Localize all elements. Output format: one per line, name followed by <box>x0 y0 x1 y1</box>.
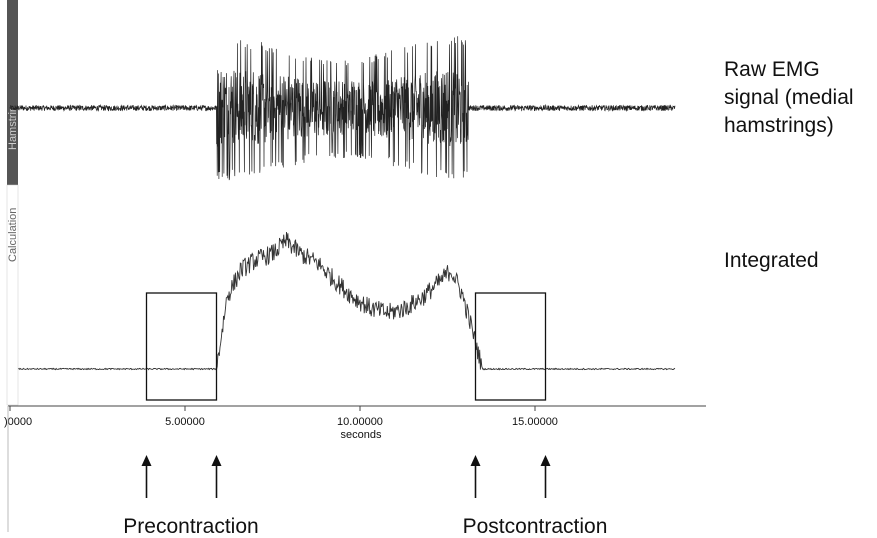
precontraction-label: Precontraction <box>123 515 258 538</box>
x-tick-label: )0000 <box>4 416 32 428</box>
window-arrows <box>141 455 551 498</box>
x-tick-label: 15.00000 <box>512 416 558 428</box>
channel-label-raw: Hamstrin <box>7 106 19 150</box>
raw-annotation-line-1: Raw EMG <box>724 58 820 81</box>
arrow-pre-end <box>211 455 222 498</box>
arrow-head <box>470 455 481 466</box>
arrow-head <box>540 455 551 466</box>
x-axis-label: seconds <box>341 429 382 441</box>
postcontraction-label: Postcontraction <box>463 515 608 538</box>
channel-bar-raw <box>7 0 18 185</box>
integrated-plot <box>18 231 676 371</box>
channel-bar-calc <box>6 184 19 406</box>
raw-annotation-line-3: hamstrings) <box>724 114 834 137</box>
integrated-annotation: Integrated <box>724 249 819 272</box>
arrow-post-end <box>540 455 551 498</box>
x-tick-label: 5.00000 <box>165 416 205 428</box>
raw-emg-plot <box>9 36 676 181</box>
x-axis-ticks: )0000 5.00000 10.00000 15.00000 <box>4 406 558 428</box>
raw-annotation-line-2: signal (medial <box>724 86 854 109</box>
arrow-head <box>211 455 222 466</box>
channel-label-calc: Calculation <box>7 208 19 262</box>
arrow-head <box>141 455 152 466</box>
arrow-pre-start <box>141 455 152 498</box>
window-box-precontraction <box>145 292 218 401</box>
x-tick-label: 10.00000 <box>337 416 383 428</box>
arrow-post-start <box>470 455 481 498</box>
highlight-windows <box>145 292 547 401</box>
raw-emg-trace <box>9 36 676 181</box>
window-box-postcontraction <box>474 292 547 401</box>
integrated-trace <box>18 231 676 371</box>
